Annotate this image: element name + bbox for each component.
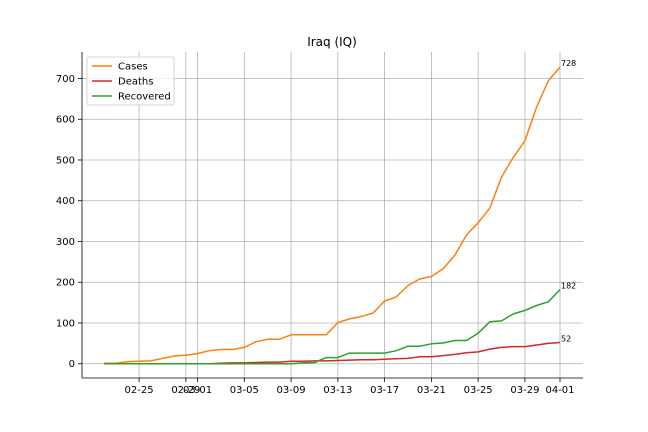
legend-label-recovered: Recovered: [118, 92, 171, 103]
y-tick-label: 600: [56, 115, 75, 126]
x-tick-label: 03-01: [183, 385, 212, 396]
x-tick-label: 02-25: [125, 385, 154, 396]
series-lines: [104, 66, 561, 365]
y-tick-label: 0: [69, 359, 75, 370]
axes: [81, 52, 583, 379]
x-tick-label: 03-05: [230, 385, 259, 396]
legend-label-deaths: Deaths: [118, 77, 153, 88]
x-tick-label: 03-13: [323, 385, 352, 396]
end-label-deaths: 52: [561, 335, 571, 344]
y-tick-label: 200: [56, 278, 75, 289]
legend: Cases Deaths Recovered: [86, 56, 175, 106]
x-tick-label: 03-25: [464, 385, 493, 396]
x-tick-label: 03-29: [510, 385, 539, 396]
y-tick-label: 300: [56, 237, 75, 248]
grid: [82, 52, 583, 378]
y-axis-ticks: 0 100 200 300 400 500 600 700: [56, 74, 82, 370]
series-line-deaths: [104, 341, 561, 365]
y-tick-label: 400: [56, 196, 75, 207]
end-label-recovered: 182: [561, 282, 576, 291]
x-tick-label: 04-01: [545, 385, 574, 396]
legend-label-cases: Cases: [118, 62, 148, 73]
chart-title: Iraq (IQ): [307, 35, 357, 49]
end-label-cases: 728: [561, 59, 576, 68]
series-line-recovered: [104, 289, 561, 365]
y-tick-label: 500: [56, 155, 75, 166]
x-tick-label: 03-09: [277, 385, 306, 396]
y-tick-label: 700: [56, 74, 75, 85]
end-labels: 728 52 182: [561, 59, 576, 343]
series-line-cases: [104, 66, 561, 365]
y-tick-label: 100: [56, 318, 75, 329]
x-tick-label: 03-21: [417, 385, 446, 396]
x-tick-label: 03-17: [370, 385, 399, 396]
x-tick-label: 02-29: [171, 385, 200, 396]
legend-box: [86, 56, 175, 106]
